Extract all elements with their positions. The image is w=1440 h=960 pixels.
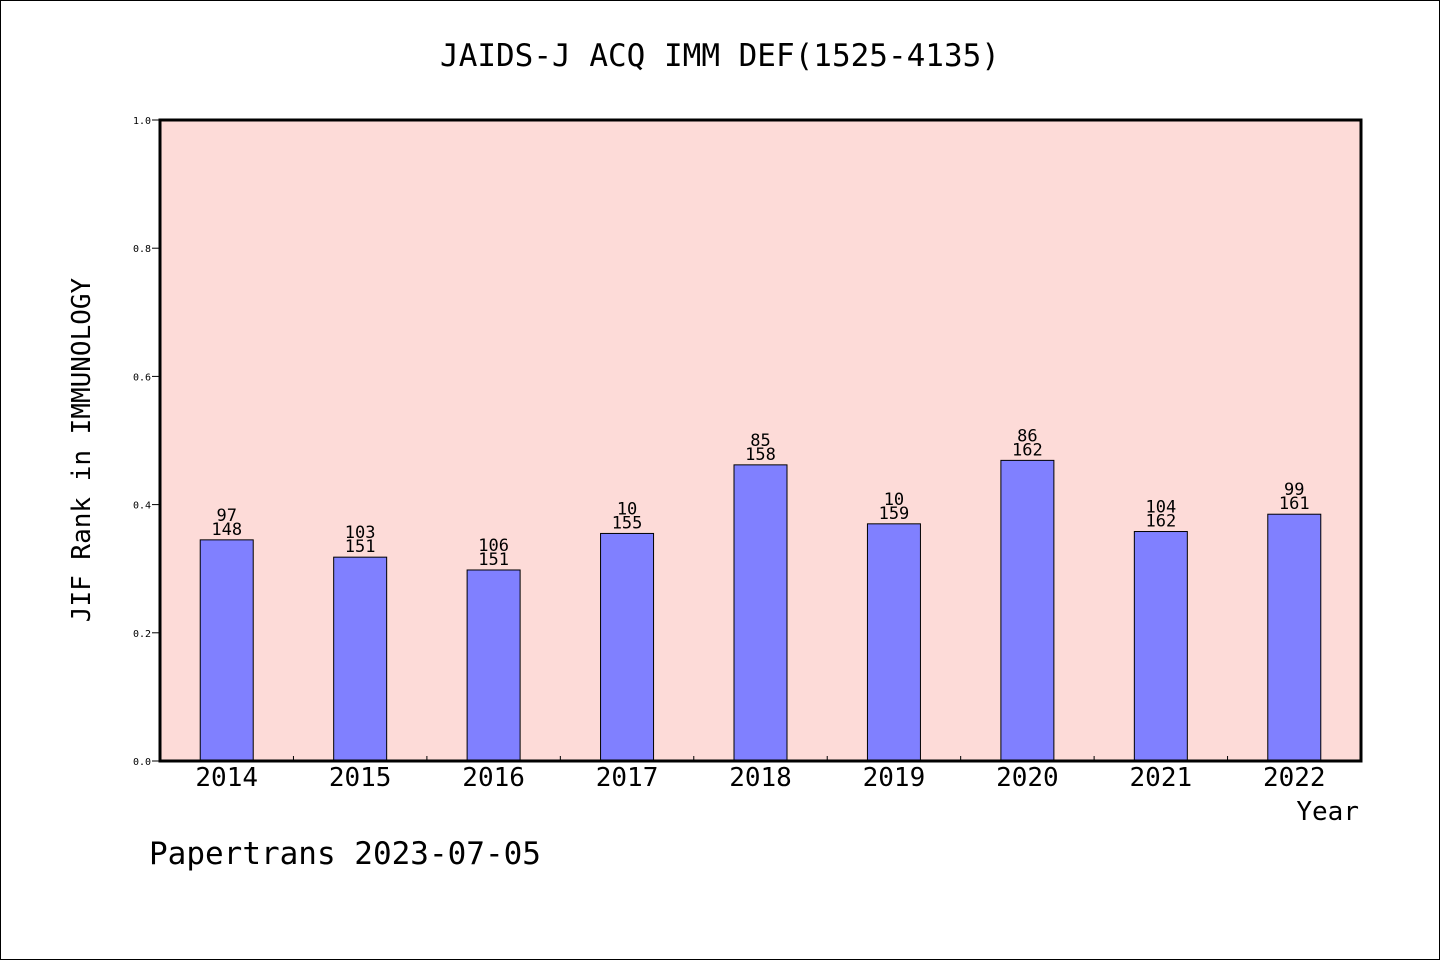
bar-label-top-2015: 103	[345, 523, 376, 543]
x-tick-label-2021: 2021	[1130, 763, 1193, 793]
x-tick-label-2017: 2017	[596, 763, 659, 793]
bar-label-bottom-2022: 161	[1279, 494, 1310, 514]
y-tick-label-0.2: 0.2	[133, 629, 151, 640]
footer-caption: Papertrans 2023-07-05	[149, 836, 541, 872]
x-tick-label-2020: 2020	[996, 763, 1059, 793]
y-axis: 0.0 0.2 0.4 0.6 0.8 1.0	[133, 116, 160, 768]
bar-2020	[1000, 459, 1055, 762]
bar-label-top-2016: 106	[478, 536, 509, 556]
bar-label-top-2014: 97	[216, 506, 236, 526]
bar-2018	[733, 464, 788, 762]
bar-label-top-2018: 85	[750, 431, 770, 451]
y-tick-label-0.6: 0.6	[133, 372, 151, 383]
x-axis-label: Year	[1296, 797, 1359, 827]
bar-2022	[1267, 513, 1322, 762]
y-tick-label-0.0: 0.0	[133, 757, 151, 768]
bar-label-top-2019: 10	[884, 490, 904, 510]
x-tick-label-2014: 2014	[195, 763, 258, 793]
y-tick-label-1.0: 1.0	[133, 116, 151, 127]
x-tick-label-2019: 2019	[863, 763, 926, 793]
x-tick-label-2018: 2018	[729, 763, 792, 793]
y-tick-label-0.8: 0.8	[133, 244, 151, 255]
bar-label-top-2020: 86	[1017, 426, 1037, 446]
x-tick-label-2015: 2015	[329, 763, 392, 793]
bars-group	[199, 459, 1322, 762]
bar-label-top-2017: 10	[617, 499, 637, 519]
bar-label-bottom-2017: 155	[612, 513, 643, 533]
bar-label-bottom-2016: 151	[478, 550, 509, 570]
bar-2021	[1133, 531, 1188, 762]
x-axis: 2014 2015 2016 2017 2018 2019 2020 2021 2022	[195, 756, 1326, 793]
bar-label-bottom-2015: 151	[345, 537, 376, 557]
bar-2017	[600, 532, 655, 762]
bar-label-bottom-2014: 148	[211, 520, 242, 540]
bar-label-bottom-2018: 158	[745, 445, 776, 465]
y-axis-label: JIF Rank in IMMUNOLOGY	[67, 277, 97, 622]
plot-border	[158, 118, 1363, 763]
bar-label-bottom-2019: 159	[879, 504, 910, 524]
bar-2019	[866, 523, 921, 762]
bar-label-top-2021: 104	[1145, 498, 1176, 518]
chart-title: JAIDS-J ACQ IMM DEF(1525-4135)	[440, 38, 1000, 74]
x-tick-label-2016: 2016	[462, 763, 525, 793]
y-tick-label-0.4: 0.4	[133, 501, 151, 512]
bar-2016	[466, 569, 521, 762]
bar-label-bottom-2020: 162	[1012, 440, 1043, 460]
bar-2014	[199, 539, 254, 762]
bar-label-top-2022: 99	[1284, 480, 1304, 500]
x-tick-label-2022: 2022	[1263, 763, 1326, 793]
bar-2015	[333, 556, 388, 762]
bar-label-bottom-2021: 162	[1145, 512, 1176, 532]
